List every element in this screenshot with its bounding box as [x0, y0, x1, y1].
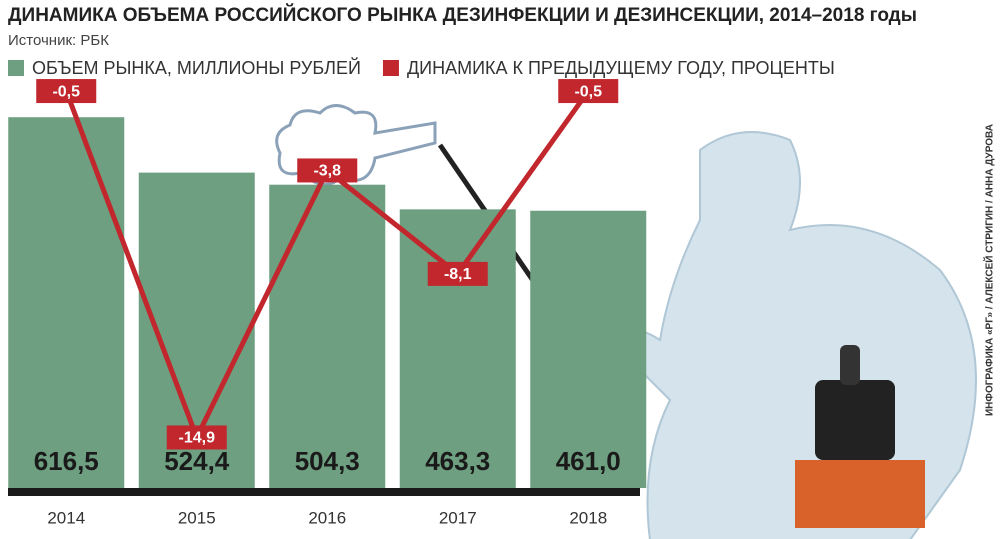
value-label-box [166, 425, 227, 450]
bar [530, 210, 647, 488]
value-label: -3,8 [313, 163, 341, 180]
legend-swatch [8, 60, 24, 76]
chart-title: ДИНАМИКА ОБЪЕМА РОССИЙСКОГО РЫНКА ДЕЗИНФ… [8, 4, 917, 26]
bar [399, 209, 516, 488]
credit: ИНФОГРАФИКА «РГ» / АЛЕКСЕЙ СТРИГИН / АНН… [983, 124, 996, 416]
legend-swatch [382, 60, 399, 76]
source: Источник: РБК [8, 32, 109, 49]
bar [8, 117, 125, 488]
value-label-box [36, 79, 97, 104]
baseline [8, 488, 640, 496]
legend-label: ДИНАМИКА К ПРЕДЫДУЩЕМУ ГОДУ, ПРОЦЕНТЫ [407, 58, 835, 78]
value-label-box [427, 261, 488, 286]
value-label: 461,0 [556, 446, 621, 476]
value-label: -14,9 [179, 430, 216, 447]
x-tick-label: 2014 [47, 508, 85, 527]
legend-label: ОБЪЕМ РЫНКА, МИЛЛИОНЫ РУБЛЕЙ [32, 57, 361, 78]
bar [269, 184, 386, 488]
x-tick-label: 2015 [178, 508, 216, 527]
value-label: 504,3 [295, 446, 360, 476]
value-label: 463,3 [425, 446, 490, 476]
value-label: 524,4 [164, 446, 230, 476]
value-label: -0,5 [574, 83, 602, 100]
value-label: -8,1 [444, 266, 472, 283]
value-label-box [558, 79, 619, 104]
x-tick-label: 2018 [569, 508, 607, 527]
value-label: -0,5 [52, 83, 80, 100]
value-label: 616,5 [34, 446, 99, 476]
value-label-box [297, 158, 358, 183]
x-tick-label: 2016 [308, 508, 346, 527]
x-tick-label: 2017 [439, 508, 477, 527]
